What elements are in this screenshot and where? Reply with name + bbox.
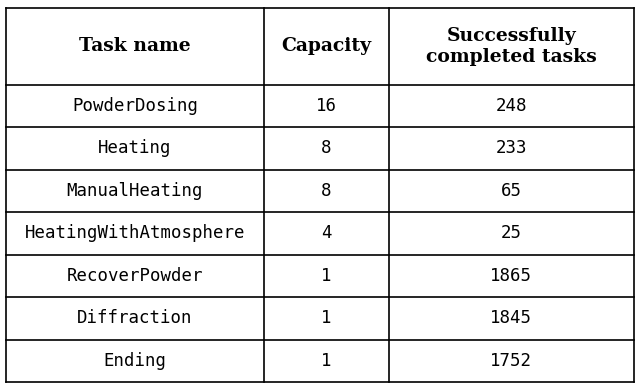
Text: PowderDosing: PowderDosing <box>72 97 198 115</box>
Text: 1: 1 <box>321 352 332 370</box>
Text: 1845: 1845 <box>490 309 532 328</box>
Text: HeatingWithAtmosphere: HeatingWithAtmosphere <box>25 224 245 242</box>
Text: ManualHeating: ManualHeating <box>67 182 204 200</box>
Text: 65: 65 <box>500 182 522 200</box>
Text: Successfully
completed tasks: Successfully completed tasks <box>426 27 596 66</box>
Text: 25: 25 <box>500 224 522 242</box>
Text: 1865: 1865 <box>490 267 532 285</box>
Text: 1752: 1752 <box>490 352 532 370</box>
Text: RecoverPowder: RecoverPowder <box>67 267 204 285</box>
Text: Capacity: Capacity <box>281 37 371 55</box>
Text: 233: 233 <box>495 139 527 157</box>
Text: 1: 1 <box>321 267 332 285</box>
Text: 8: 8 <box>321 139 332 157</box>
Text: 4: 4 <box>321 224 332 242</box>
Text: Task name: Task name <box>79 37 191 55</box>
Text: 248: 248 <box>495 97 527 115</box>
Text: Diffraction: Diffraction <box>77 309 193 328</box>
Text: Heating: Heating <box>98 139 172 157</box>
Text: 16: 16 <box>316 97 337 115</box>
Text: 1: 1 <box>321 309 332 328</box>
Text: 8: 8 <box>321 182 332 200</box>
Text: Ending: Ending <box>104 352 166 370</box>
